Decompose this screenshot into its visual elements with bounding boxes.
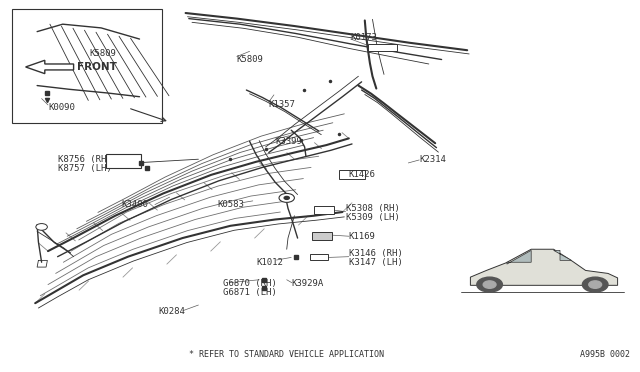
Circle shape xyxy=(36,224,47,230)
Bar xyxy=(312,232,332,240)
Bar xyxy=(12,9,162,123)
Text: K3929A: K3929A xyxy=(292,279,324,288)
Circle shape xyxy=(279,193,294,202)
Text: K3147 (LH): K3147 (LH) xyxy=(349,258,403,267)
Text: K0173: K0173 xyxy=(351,33,378,42)
Text: K0090: K0090 xyxy=(48,103,75,112)
Text: K5308 (RH): K5308 (RH) xyxy=(346,204,399,213)
Text: K8757 (LH): K8757 (LH) xyxy=(58,164,111,173)
Bar xyxy=(314,206,334,214)
Text: G6871 (LH): G6871 (LH) xyxy=(223,288,276,297)
Text: K5809: K5809 xyxy=(237,55,264,64)
Bar xyxy=(368,44,397,51)
Text: K1357: K1357 xyxy=(269,100,296,109)
Circle shape xyxy=(477,277,502,292)
Polygon shape xyxy=(26,60,74,74)
Text: K0284: K0284 xyxy=(159,307,186,316)
Bar xyxy=(310,254,328,260)
Circle shape xyxy=(582,277,608,292)
Circle shape xyxy=(483,281,496,288)
Bar xyxy=(106,154,141,168)
Text: K0583: K0583 xyxy=(218,200,244,209)
Text: G6870 (RH): G6870 (RH) xyxy=(223,279,276,288)
Text: FRONT: FRONT xyxy=(77,62,116,72)
Bar xyxy=(339,170,365,179)
Polygon shape xyxy=(470,249,618,285)
Text: A995B 0002: A995B 0002 xyxy=(580,350,630,359)
Text: * REFER TO STANDARD VEHICLE APPLICATION: * REFER TO STANDARD VEHICLE APPLICATION xyxy=(189,350,384,359)
Text: K5809: K5809 xyxy=(90,49,116,58)
Text: K3399: K3399 xyxy=(275,137,302,146)
Text: K1169: K1169 xyxy=(349,232,376,241)
Text: K3400: K3400 xyxy=(122,200,148,209)
Text: K3146 (RH): K3146 (RH) xyxy=(349,249,403,258)
Text: K1426: K1426 xyxy=(349,170,376,179)
Text: K8756 (RH): K8756 (RH) xyxy=(58,155,111,164)
Circle shape xyxy=(589,281,602,288)
Circle shape xyxy=(284,196,289,199)
Polygon shape xyxy=(507,250,531,264)
Polygon shape xyxy=(554,250,572,260)
Text: K1012: K1012 xyxy=(256,258,283,267)
Text: K2314: K2314 xyxy=(419,155,446,164)
Text: K5309 (LH): K5309 (LH) xyxy=(346,213,399,222)
